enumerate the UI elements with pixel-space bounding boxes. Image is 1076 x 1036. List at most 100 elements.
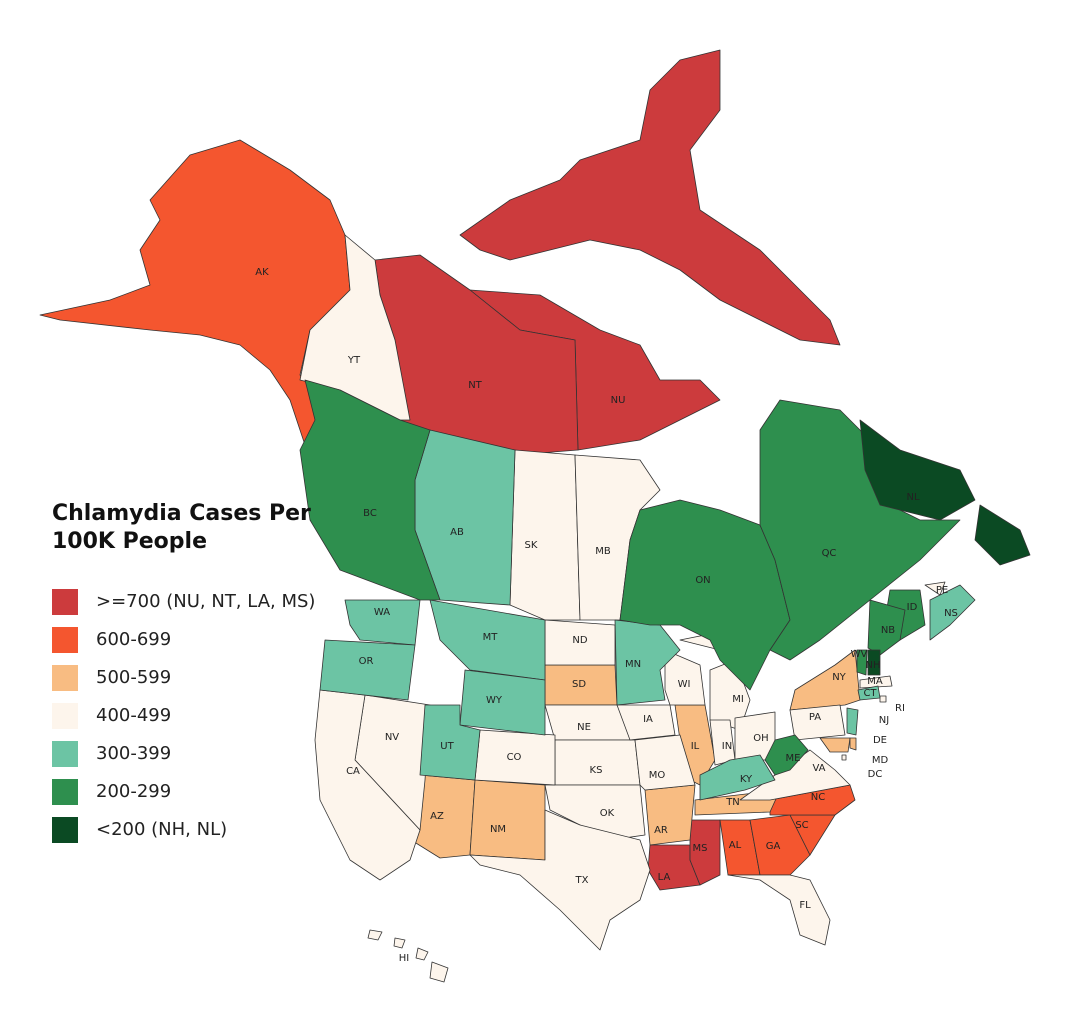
- region: [859, 675, 893, 689]
- region-label: ID: [907, 602, 918, 613]
- region-label: PA: [809, 712, 821, 723]
- legend-swatch: [52, 703, 78, 729]
- legend-label: 500-599: [96, 667, 171, 688]
- region: [879, 695, 887, 703]
- region: [841, 754, 847, 761]
- region: [415, 947, 429, 961]
- region: [429, 961, 449, 983]
- region-label: NC: [811, 792, 825, 803]
- region-label: NJ: [879, 715, 889, 726]
- region-label: WY: [486, 695, 503, 706]
- region: [859, 419, 976, 521]
- region-label: CA: [346, 766, 360, 777]
- region: [689, 819, 721, 886]
- region-label: NU: [611, 395, 626, 406]
- region-label: AK: [255, 267, 269, 278]
- region-label: ND: [572, 635, 587, 646]
- region-label: MN: [625, 659, 641, 670]
- region: [664, 649, 706, 706]
- region-label: QC: [822, 548, 837, 559]
- legend-swatch: [52, 817, 78, 843]
- region-label: MI: [732, 694, 744, 705]
- region-label: NL: [906, 492, 919, 503]
- region: [739, 749, 851, 801]
- region: [644, 784, 696, 846]
- region-label: NB: [881, 625, 895, 636]
- region-label: NY: [832, 672, 846, 683]
- legend-label: 300-399: [96, 743, 171, 764]
- region-label: NT: [468, 380, 482, 391]
- region: [974, 504, 1031, 566]
- region: [789, 649, 861, 711]
- region: [727, 874, 831, 946]
- legend-label: <200 (NH, NL): [96, 819, 227, 840]
- region: [867, 649, 881, 676]
- region-label: AB: [450, 527, 464, 538]
- region: [419, 704, 481, 781]
- region: [759, 399, 961, 661]
- region-label: NE: [577, 722, 591, 733]
- region: [619, 499, 791, 691]
- region-label: MA: [867, 676, 883, 687]
- region-label: IN: [722, 741, 732, 752]
- region-label: GA: [766, 841, 781, 852]
- region: [819, 737, 851, 753]
- region-label: MB: [595, 546, 611, 557]
- region-label: OR: [359, 656, 374, 667]
- region: [393, 937, 406, 949]
- region-label: RI: [895, 703, 905, 714]
- region: [764, 734, 809, 776]
- region: [867, 599, 906, 656]
- region: [929, 584, 976, 641]
- region-label: KY: [740, 774, 753, 785]
- region-label: NS: [944, 608, 958, 619]
- legend-label: >=700 (NU, NT, LA, MS): [96, 591, 315, 612]
- region-label: AR: [654, 825, 668, 836]
- region: [459, 49, 841, 346]
- region-label: NV: [385, 732, 399, 743]
- region-label: IL: [691, 741, 700, 752]
- region-label: NH: [866, 660, 881, 671]
- legend-swatch: [52, 627, 78, 653]
- legend-title: Chlamydia Cases Per 100K People: [52, 501, 311, 554]
- legend-label: 400-499: [96, 705, 171, 726]
- region-label: WI: [678, 679, 691, 690]
- region-label: OH: [753, 733, 768, 744]
- legend-label: 200-299: [96, 781, 171, 802]
- region-label: BC: [363, 508, 377, 519]
- region-label: CT: [863, 688, 877, 699]
- region-label: MD: [872, 755, 889, 766]
- region-label: CO: [507, 752, 522, 763]
- region-label: TN: [725, 797, 740, 808]
- region: [344, 599, 421, 646]
- region-label: UT: [440, 741, 454, 752]
- region-label: ON: [695, 575, 710, 586]
- region-label: DC: [868, 769, 883, 780]
- region: [39, 139, 351, 471]
- region: [634, 734, 696, 791]
- region: [749, 814, 811, 876]
- legend-swatch: [52, 741, 78, 767]
- region: [616, 704, 676, 741]
- region: [459, 669, 546, 736]
- region: [314, 689, 421, 881]
- region-label: AZ: [430, 811, 444, 822]
- region-label: WV: [851, 649, 868, 660]
- region-label: NM: [490, 824, 506, 835]
- region: [846, 707, 859, 736]
- region-label: VA: [812, 763, 825, 774]
- region-label: MS: [693, 843, 708, 854]
- region: [789, 704, 846, 741]
- region-label: SK: [525, 540, 538, 551]
- legend-swatch: [52, 779, 78, 805]
- region: [469, 809, 651, 951]
- region: [856, 649, 868, 676]
- region-label: DE: [873, 735, 887, 746]
- region-label: ME: [786, 753, 801, 764]
- region-label: SC: [795, 820, 808, 831]
- region: [367, 929, 383, 941]
- region-label: HI: [399, 953, 409, 964]
- region: [319, 639, 416, 701]
